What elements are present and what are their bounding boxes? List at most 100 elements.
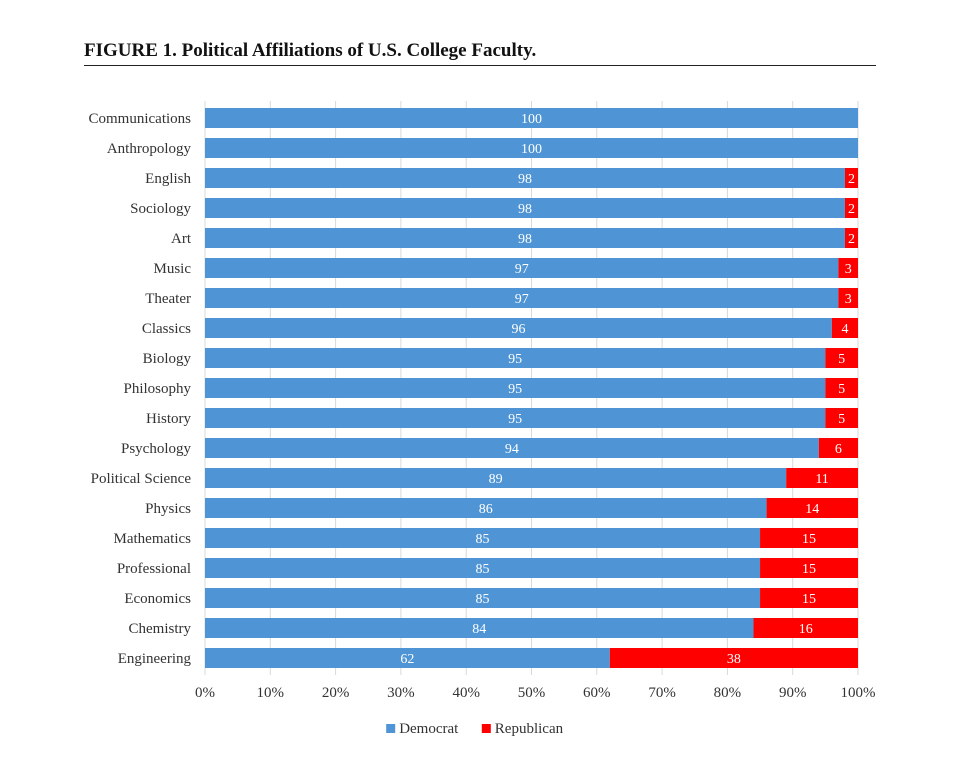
bar-democrat: [205, 408, 826, 428]
category-label: Art: [171, 231, 192, 247]
x-tick-label: 50%: [518, 685, 546, 701]
x-tick-label: 20%: [322, 685, 350, 701]
data-label: 4: [841, 322, 848, 337]
category-labels: Communications Anthropology English Sociolo…: [89, 111, 192, 667]
bar-republican: [825, 378, 858, 398]
category-label: History: [146, 411, 192, 427]
category-label: Philosophy: [123, 381, 191, 397]
data-label: 5: [838, 412, 845, 427]
data-label: 2: [848, 172, 855, 187]
category-label: Anthropology: [107, 141, 192, 157]
bar-democrat: [205, 558, 761, 578]
data-label: 2: [848, 202, 855, 217]
bar-democrat: [205, 588, 761, 608]
data-label: 97: [515, 292, 529, 307]
x-tick-label: 80%: [714, 685, 742, 701]
data-label: 15: [802, 592, 816, 607]
legend: Democrat Republican: [386, 721, 564, 737]
bar-democrat: [205, 108, 858, 128]
bar-republican: [760, 588, 858, 608]
bar-democrat: [205, 648, 610, 668]
x-tick-label: 10%: [257, 685, 285, 701]
bar-democrat: [205, 168, 845, 188]
bar-republican: [844, 198, 858, 218]
x-tick-label: 30%: [387, 685, 415, 701]
data-label: 62: [400, 652, 414, 667]
data-label: 85: [476, 562, 490, 577]
category-label: Theater: [145, 291, 191, 307]
data-label: 98: [518, 202, 532, 217]
data-label: 98: [518, 172, 532, 187]
data-label: 85: [476, 592, 490, 607]
bar-republican: [760, 558, 858, 578]
bar-republican: [844, 228, 858, 248]
x-tick-label: 70%: [648, 685, 676, 701]
x-tick-label: 90%: [779, 685, 807, 701]
category-label: Chemistry: [129, 621, 192, 637]
category-label: Engineering: [118, 651, 192, 667]
bar-democrat: [205, 498, 767, 518]
bar-republican: [786, 468, 858, 488]
x-axis-ticks: 0% 10% 20% 30% 40% 50% 60% 70% 80% 90% 100%: [195, 685, 876, 701]
data-label: 94: [505, 442, 519, 457]
data-label: 16: [799, 622, 813, 637]
data-label: 89: [489, 472, 503, 487]
bar-democrat: [205, 468, 787, 488]
bars: 100 100 98 2 98 2 98 2 97 3 97 3 96 4 95 5 95 5 95 5 94 6 89 11…: [205, 108, 858, 668]
category-label: Communications: [89, 111, 192, 127]
data-label: 95: [508, 382, 522, 397]
bar-democrat: [205, 318, 832, 338]
data-label: 95: [508, 412, 522, 427]
bar-democrat: [205, 198, 845, 218]
data-label: 100: [521, 112, 542, 127]
bar-republican: [609, 648, 858, 668]
bar-republican: [831, 318, 858, 338]
data-label: 2: [848, 232, 855, 247]
data-label: 3: [845, 292, 852, 307]
bar-democrat: [205, 378, 826, 398]
data-label: 3: [845, 262, 852, 277]
data-label: 100: [521, 142, 542, 157]
legend-label-republican: Republican: [495, 721, 564, 737]
bar-democrat: [205, 438, 819, 458]
category-label: Mathematics: [114, 531, 192, 547]
bar-republican: [838, 288, 858, 308]
category-label: English: [145, 171, 191, 187]
category-label: Economics: [124, 591, 191, 607]
bar-democrat: [205, 348, 826, 368]
data-label: 38: [727, 652, 741, 667]
x-tick-label: 100%: [841, 685, 876, 701]
data-label: 95: [508, 352, 522, 367]
bar-republican: [825, 348, 858, 368]
data-label: 85: [476, 532, 490, 547]
category-label: Professional: [117, 561, 191, 577]
data-label: 96: [511, 322, 525, 337]
data-label: 84: [472, 622, 486, 637]
data-label: 5: [838, 382, 845, 397]
data-label: 6: [835, 442, 842, 457]
bar-republican: [844, 168, 858, 188]
category-label: Political Science: [91, 471, 192, 487]
category-label: Physics: [145, 501, 191, 517]
category-label: Music: [154, 261, 192, 277]
bar-democrat: [205, 618, 754, 638]
bar-republican: [753, 618, 858, 638]
category-label: Classics: [142, 321, 191, 337]
data-label: 5: [838, 352, 845, 367]
bar-republican: [818, 438, 858, 458]
bar-republican: [760, 528, 858, 548]
data-label: 98: [518, 232, 532, 247]
data-label: 11: [815, 472, 828, 487]
bar-democrat: [205, 288, 839, 308]
legend-swatch-republican: [481, 724, 491, 733]
legend-label-democrat: Democrat: [399, 721, 459, 737]
category-label: Sociology: [130, 201, 191, 217]
bar-republican: [838, 258, 858, 278]
x-tick-label: 60%: [583, 685, 611, 701]
data-label: 15: [802, 532, 816, 547]
figure-title: FIGURE 1. Political Affiliations of U.S.…: [84, 40, 537, 61]
title-rule: [84, 65, 876, 66]
category-label: Biology: [143, 351, 192, 367]
x-tick-label: 40%: [452, 685, 480, 701]
